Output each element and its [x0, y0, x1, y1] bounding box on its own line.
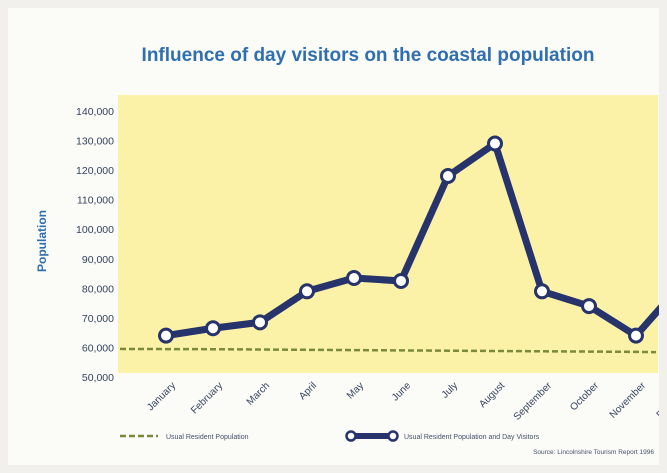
- y-tick-label: 110,000: [77, 195, 114, 207]
- chart-title: Influence of day visitors on the coastal…: [142, 45, 595, 66]
- y-tick-label: 50,000: [82, 372, 114, 384]
- y-tick-label: 70,000: [82, 313, 114, 325]
- x-tick-label: March: [245, 380, 272, 407]
- x-tick-label: October: [568, 380, 601, 413]
- data-point-november: [628, 327, 644, 344]
- data-point-february: [205, 320, 221, 337]
- x-tick-label: April: [297, 380, 319, 402]
- x-tick-label: February: [189, 380, 225, 416]
- x-tick-label: November: [608, 380, 649, 421]
- x-tick-label: June: [390, 380, 413, 403]
- x-tick-label: July: [440, 380, 460, 400]
- y-tick-label: 60,000: [82, 342, 114, 354]
- chart-frame: Influence of day visitors on the coastal…: [8, 8, 667, 465]
- x-tick-label: August: [477, 380, 507, 410]
- x-tick-label: January: [145, 380, 178, 413]
- source-note: Source: Lincolnshire Tourism Report 1996: [533, 449, 654, 456]
- data-point-june: [393, 272, 409, 289]
- data-point-july: [440, 168, 456, 185]
- y-tick-label: 90,000: [82, 254, 114, 266]
- legend-visitors-marker-right: [387, 430, 399, 442]
- x-axis: January February March April May June July Augu…: [145, 380, 667, 423]
- legend-visitors-label: Usual Resident Population and Day Visito…: [404, 434, 540, 441]
- x-tick-label: May: [345, 380, 366, 401]
- series-layer: [119, 135, 667, 354]
- y-axis-label: Population: [35, 210, 49, 272]
- y-tick-label: 120,000: [76, 165, 114, 177]
- y-tick-label: 130,000: [76, 136, 114, 148]
- data-point-september: [534, 283, 550, 300]
- legend-visitors-marker-left: [345, 430, 357, 442]
- data-point-march: [252, 314, 268, 331]
- y-tick-label: 140,000: [76, 106, 114, 118]
- line-chart: Influence of day visitors on the coastal…: [35, 45, 667, 456]
- data-point-august: [487, 135, 503, 152]
- data-point-january: [158, 327, 174, 344]
- x-tick-label: September: [512, 380, 555, 423]
- legend-resident-label: Usual Resident Population: [166, 434, 249, 441]
- x-tick-label: December: [655, 380, 659, 421]
- data-point-april: [299, 283, 315, 300]
- data-point-october: [581, 298, 597, 315]
- data-point-may: [346, 269, 362, 286]
- y-axis: 50,000 60,000 70,000 80,000 90,000 100,000 110…: [76, 106, 114, 384]
- legend: Usual Resident Population Usual Resident…: [120, 430, 540, 442]
- y-tick-label: 80,000: [82, 283, 114, 295]
- y-tick-label: 100,000: [76, 224, 114, 236]
